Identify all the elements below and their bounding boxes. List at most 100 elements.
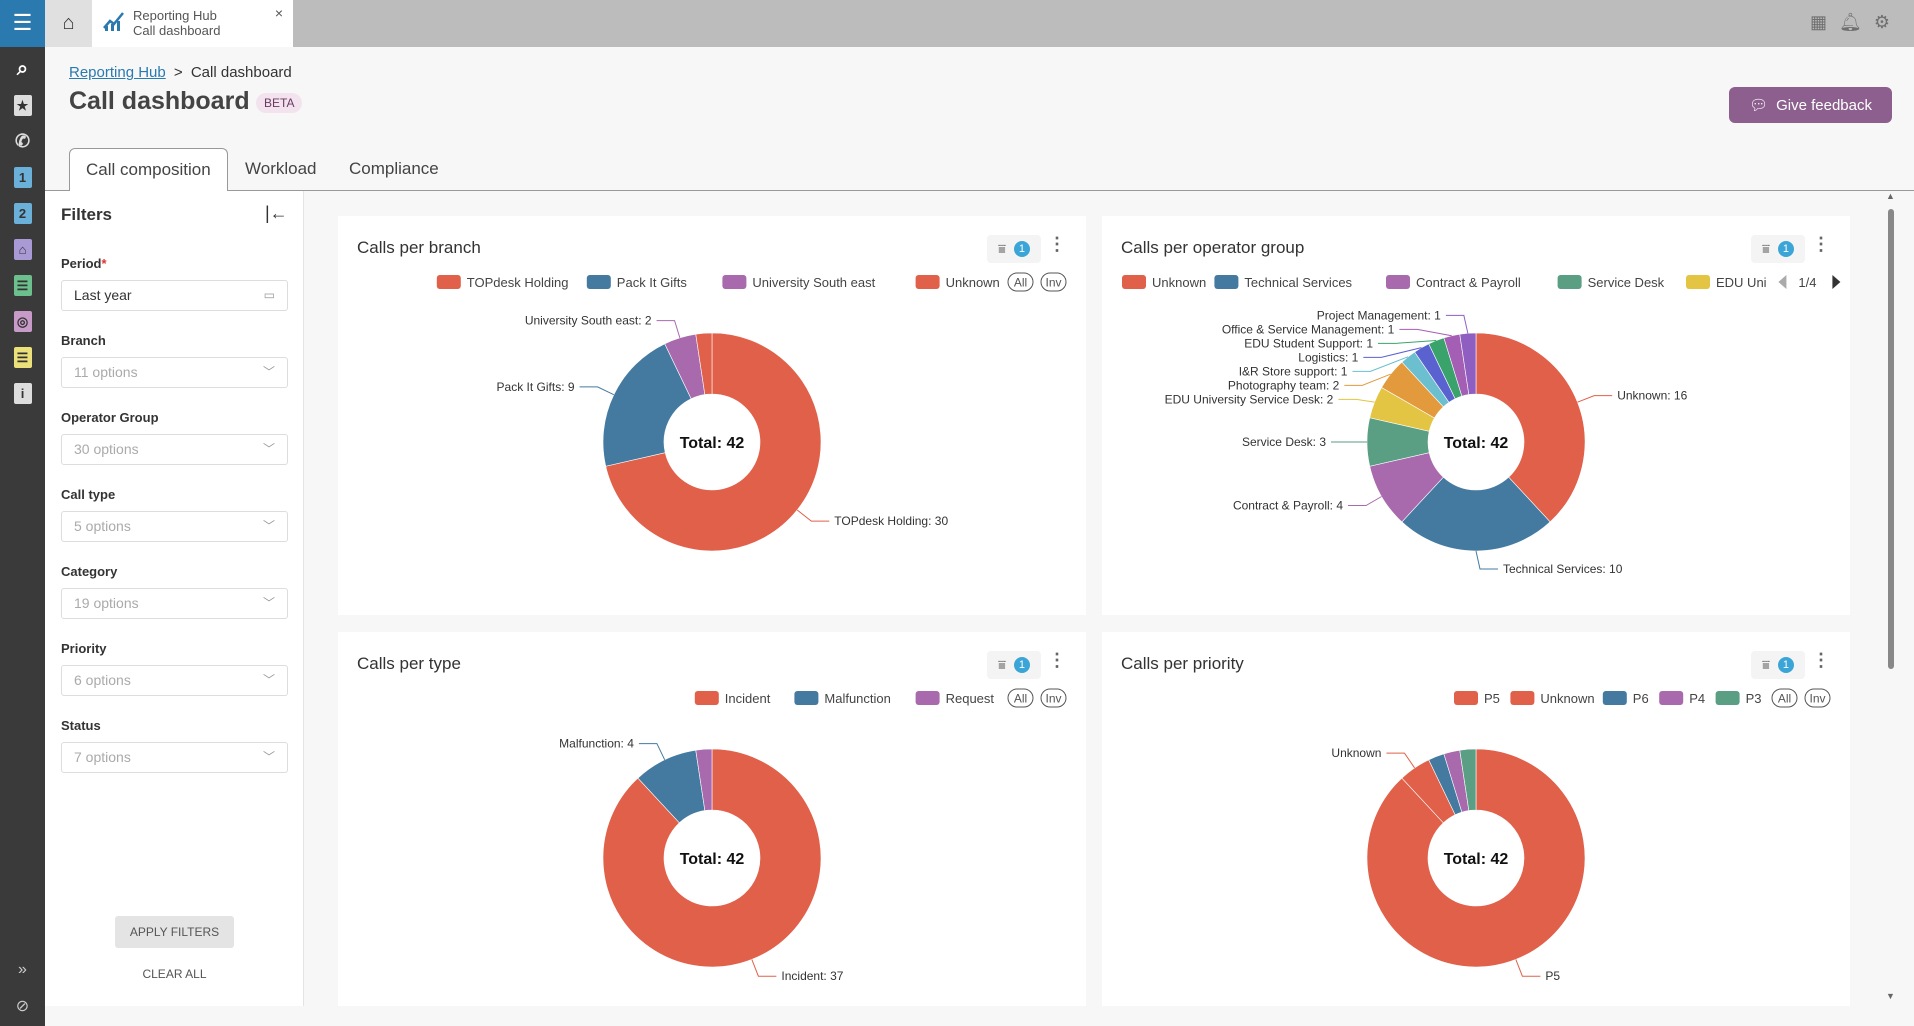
tab-bar: Call composition Workload Compliance: [45, 148, 1914, 192]
label-leader-line: [751, 959, 777, 977]
legend-label: Request: [946, 691, 995, 706]
nav-second-line[interactable]: 2: [0, 195, 45, 231]
nav-calls[interactable]: ✆: [0, 123, 45, 159]
chart-filter-button[interactable]: ⩸ 1: [1751, 651, 1805, 679]
nav-persons[interactable]: ☰: [0, 267, 45, 303]
legend-item-malfunction[interactable]: Malfunction: [794, 691, 891, 706]
menu-icon[interactable]: ☰: [0, 0, 45, 47]
chart-filter-button[interactable]: ⩸ 1: [1751, 235, 1805, 263]
legend-item-unknown[interactable]: Unknown: [1510, 691, 1595, 706]
slice-project-management[interactable]: [1459, 332, 1477, 395]
legend-item-pack-it-gifts[interactable]: Pack It Gifts: [586, 275, 688, 290]
nav-knowledge[interactable]: i: [0, 375, 45, 411]
home-icon[interactable]: ⌂: [45, 0, 92, 47]
bell-icon[interactable]: 🔔︎: [1839, 12, 1862, 32]
chart-title: Calls per type: [357, 654, 461, 673]
chart-filter-button[interactable]: ⩸ 1: [987, 235, 1041, 263]
legend-all-button[interactable]: [1007, 272, 1034, 292]
slice-label-p5: P5: [1545, 969, 1560, 983]
more-options-icon[interactable]: ⋮: [1812, 650, 1830, 670]
expand-nav-icon[interactable]: »: [18, 961, 27, 978]
filter-operator-group-select[interactable]: 30 options ﹀: [61, 434, 288, 465]
legend-item-technical-services[interactable]: Technical Services: [1214, 275, 1353, 290]
filter-status-select[interactable]: 7 options ﹀: [61, 742, 288, 773]
compass-icon[interactable]: ⊘: [15, 998, 30, 1015]
legend-item-p4[interactable]: P4: [1659, 691, 1705, 706]
legend-item-edu-uni[interactable]: EDU Uni: [1686, 275, 1767, 290]
more-options-icon[interactable]: ⋮: [1812, 234, 1830, 254]
main-scrollbar[interactable]: ▲ ▼: [1886, 191, 1895, 1001]
layout-icon[interactable]: ▦: [1809, 12, 1827, 32]
label-leader-line: [579, 386, 615, 396]
chart-title: Calls per operator group: [1121, 238, 1305, 257]
legend-inv-button[interactable]: [1040, 688, 1067, 708]
legend-item-p5[interactable]: P5: [1454, 691, 1500, 706]
chevron-down-icon: ﹀: [262, 442, 275, 456]
label-leader-line: [1386, 752, 1416, 769]
more-options-icon[interactable]: ⋮: [1048, 650, 1066, 670]
user-settings-icon[interactable]: ⚙: [1873, 12, 1890, 32]
give-feedback-label: Give feedback: [1776, 96, 1872, 114]
chart-svg: Unknown Technical Services Contract & Payr…: [1122, 275, 1841, 576]
give-feedback-button[interactable]: 💬︎ Give feedback: [1729, 87, 1892, 123]
nav-search[interactable]: ⌕: [0, 51, 45, 87]
legend-inv-button[interactable]: [1040, 272, 1067, 292]
slice-unknown[interactable]: [1475, 332, 1586, 523]
legend-item-request[interactable]: Request: [915, 691, 995, 706]
legend-item-unknown[interactable]: Unknown: [1122, 275, 1206, 290]
slice-technical-services[interactable]: [1401, 476, 1551, 552]
slice-p5[interactable]: [1366, 748, 1586, 968]
clear-all-button[interactable]: CLEAR ALL: [142, 967, 207, 981]
breadcrumb-reporting-hub[interactable]: Reporting Hub: [69, 64, 166, 81]
filter-label-branch: Branch: [61, 333, 106, 348]
filter-period-input[interactable]: Last year ▭: [61, 280, 288, 311]
tab-workload[interactable]: Workload: [245, 159, 317, 178]
legend-item-incident[interactable]: Incident: [694, 691, 771, 706]
filter-category-select[interactable]: 19 options ﹀: [61, 588, 288, 619]
slice-label-contract-payroll: Contract & Payroll: 4: [1233, 499, 1343, 513]
legend-all-button[interactable]: [1007, 688, 1034, 708]
legend-next-icon[interactable]: [1832, 275, 1841, 289]
slice-request[interactable]: [695, 748, 713, 811]
required-marker: *: [101, 256, 107, 271]
filter-branch-select[interactable]: 11 options ﹀: [61, 357, 288, 388]
slice-incident[interactable]: [602, 748, 822, 968]
legend-item-p3[interactable]: P3: [1715, 691, 1762, 706]
label-leader-line: [1445, 314, 1469, 334]
legend-all-button[interactable]: [1771, 688, 1798, 708]
legend-item-unknown[interactable]: Unknown: [915, 275, 1000, 290]
nav-first-line[interactable]: 1: [0, 159, 45, 195]
apply-filters-button[interactable]: APPLY FILTERS: [115, 916, 234, 948]
label-leader-line: [796, 509, 830, 522]
scrollbar-thumb[interactable]: [1888, 209, 1894, 669]
slice-p3[interactable]: [1459, 748, 1477, 811]
slice-pack-it-gifts[interactable]: [602, 343, 692, 467]
filters-panel: Filters |← Period* Last year ▭ Branch 11 opt…: [45, 191, 304, 1006]
legend-item-university-south-east[interactable]: University South east: [722, 275, 876, 290]
filter-priority-select[interactable]: 6 options ﹀: [61, 665, 288, 696]
nav-favorites[interactable]: ★: [0, 87, 45, 123]
legend-swatch: [1557, 275, 1582, 289]
tab-call-composition[interactable]: Call composition: [69, 148, 228, 192]
legend-prev-icon[interactable]: [1778, 275, 1787, 289]
collapse-panel-icon[interactable]: |←: [265, 203, 288, 223]
chart-filter-button[interactable]: ⩸ 1: [987, 651, 1041, 679]
slice-label-photography-team: Photography team: 2: [1228, 378, 1340, 392]
legend-item-contract-payroll[interactable]: Contract & Payroll: [1386, 275, 1521, 290]
slice-topdesk-holding[interactable]: [605, 332, 822, 552]
legend-label: Unknown: [1152, 275, 1206, 290]
legend-item-topdesk-holding[interactable]: TOPdesk Holding: [436, 275, 569, 290]
app-tab-reporting-hub[interactable]: Reporting Hub Call dashboard ×: [92, 0, 293, 47]
close-icon[interactable]: ×: [274, 5, 283, 21]
legend-item-p6[interactable]: P6: [1602, 691, 1649, 706]
more-options-icon[interactable]: ⋮: [1048, 234, 1066, 254]
legend-item-service-desk[interactable]: Service Desk: [1557, 275, 1665, 290]
nav-self-service[interactable]: ⌂: [0, 231, 45, 267]
tab-compliance[interactable]: Compliance: [349, 159, 439, 178]
filter-call-type-select[interactable]: 5 options ﹀: [61, 511, 288, 542]
nav-projects[interactable]: ☰: [0, 339, 45, 375]
donut-center-total: Total: 42: [1444, 851, 1509, 868]
slice-unknown[interactable]: [695, 332, 713, 395]
legend-inv-button[interactable]: [1804, 688, 1831, 708]
nav-planning[interactable]: ◎: [0, 303, 45, 339]
